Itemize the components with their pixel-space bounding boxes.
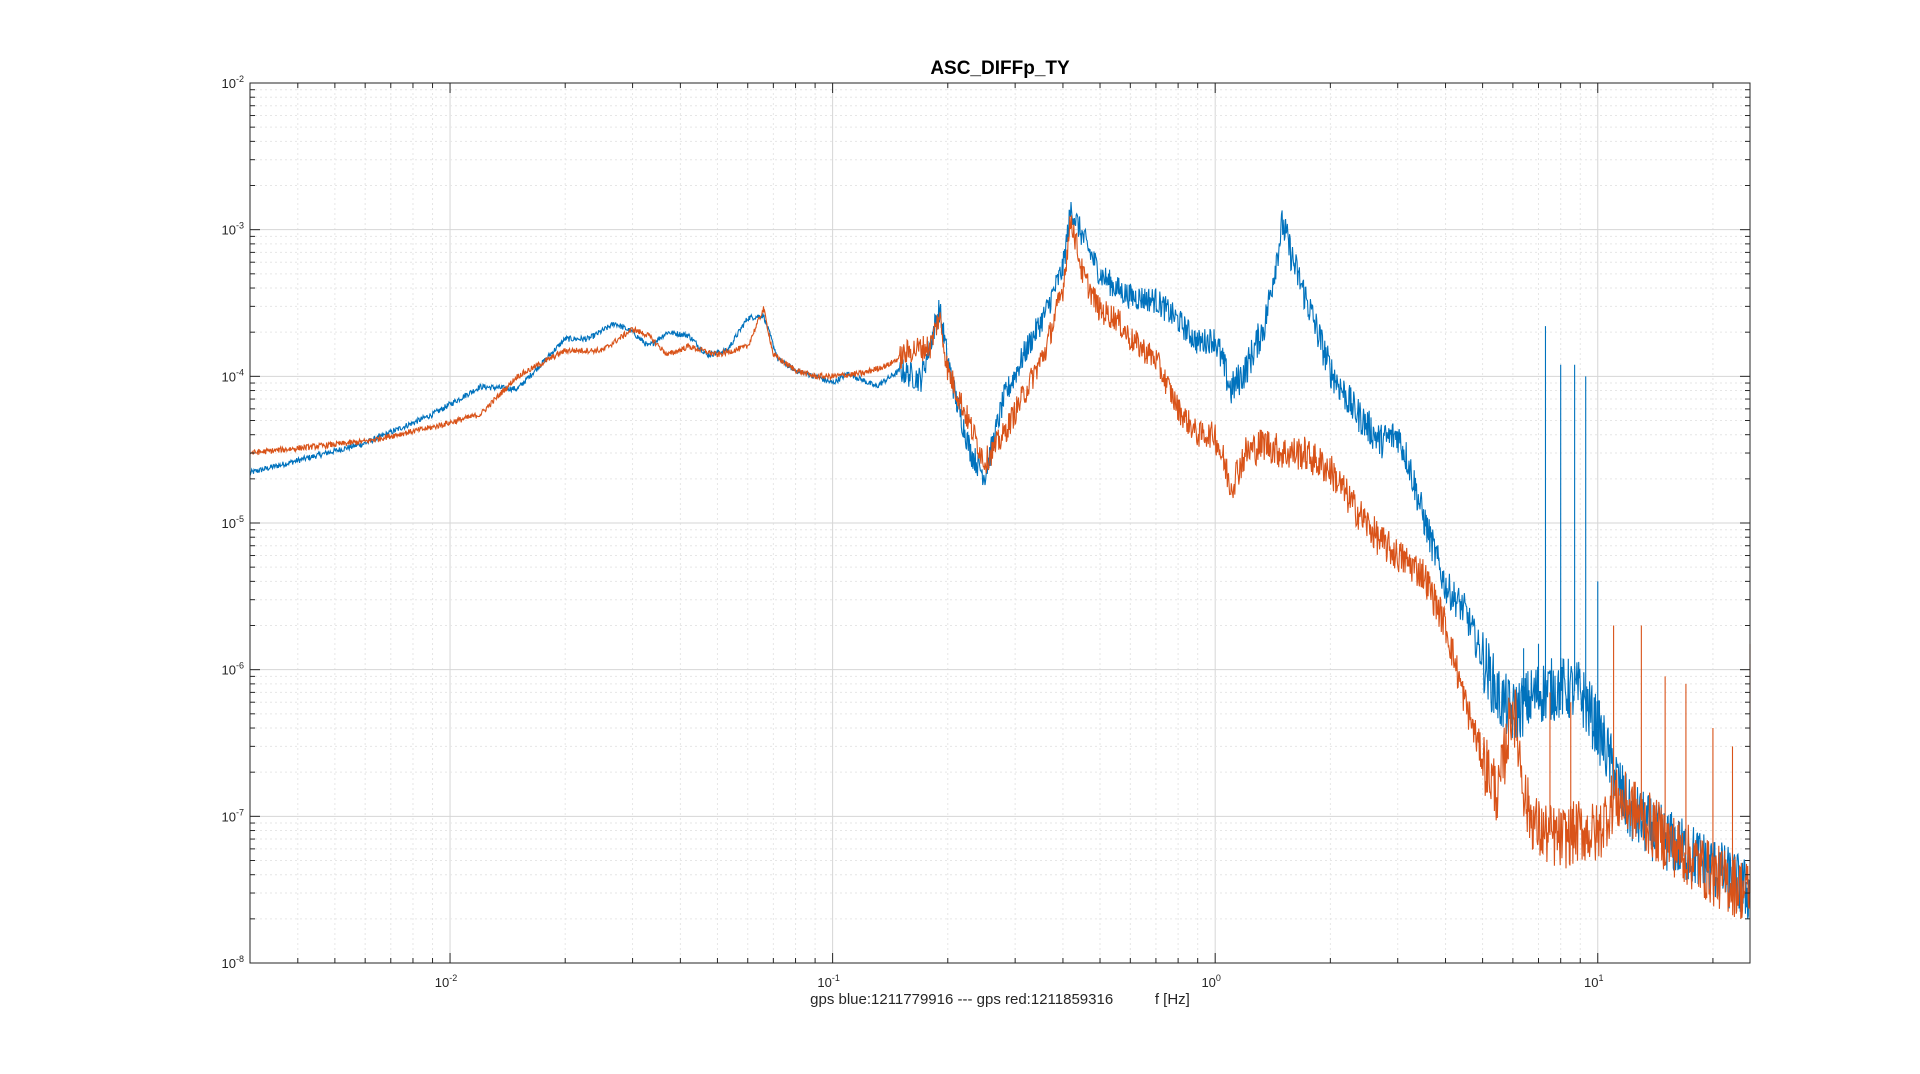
y-tick-label: 10-8: [222, 954, 244, 971]
y-tick-label: 10-3: [222, 221, 244, 238]
x-tick-exponent: -1: [832, 973, 840, 983]
x-tick-label: 10-1: [817, 973, 839, 990]
y-tick-base: 10: [222, 956, 236, 971]
y-tick-exponent: -6: [236, 661, 244, 671]
y-tick-exponent: -8: [236, 954, 244, 964]
x-axis-label: gps blue:1211779916 --- gps red:12118593…: [810, 991, 1190, 1008]
x-tick-base: 10: [817, 975, 831, 990]
x-tick-base: 10: [435, 975, 449, 990]
y-tick-exponent: -5: [236, 514, 244, 524]
y-tick-exponent: -2: [236, 74, 244, 84]
x-tick-label: 101: [1584, 973, 1603, 990]
y-tick-exponent: -4: [236, 367, 244, 377]
y-tick-base: 10: [222, 76, 236, 91]
series-blue: [249, 201, 1751, 920]
chart-title: ASC_DIFFp_TY: [930, 58, 1070, 79]
x-tick-exponent: -2: [449, 973, 457, 983]
x-tick-label: 10-2: [435, 973, 457, 990]
y-tick-base: 10: [222, 369, 236, 384]
tick-layer: 10-2 10-1 100 10110-210-310-410-510-610-710…: [222, 74, 1750, 990]
y-tick-base: 10: [222, 663, 236, 678]
x-tick-exponent: 1: [1598, 973, 1603, 983]
y-tick-label: 10-7: [222, 807, 244, 824]
x-tick-base: 10: [1584, 975, 1598, 990]
y-tick-label: 10-6: [222, 661, 244, 678]
plot-area: 10-2 10-1 100 10110-210-310-410-510-610-710…: [222, 74, 1751, 990]
y-tick-base: 10: [222, 516, 236, 531]
x-tick-base: 10: [1201, 975, 1215, 990]
series-line: [249, 201, 1751, 920]
x-tick-exponent: 0: [1216, 973, 1221, 983]
series-line: [249, 215, 1751, 920]
y-tick-label: 10-2: [222, 74, 244, 91]
grid-layer: [249, 83, 1750, 964]
y-tick-exponent: -7: [236, 807, 244, 817]
y-tick-label: 10-5: [222, 514, 244, 531]
y-tick-label: 10-4: [222, 367, 244, 384]
y-tick-exponent: -3: [236, 221, 244, 231]
y-tick-base: 10: [222, 809, 236, 824]
x-tick-label: 100: [1201, 973, 1220, 990]
y-tick-base: 10: [222, 223, 236, 238]
